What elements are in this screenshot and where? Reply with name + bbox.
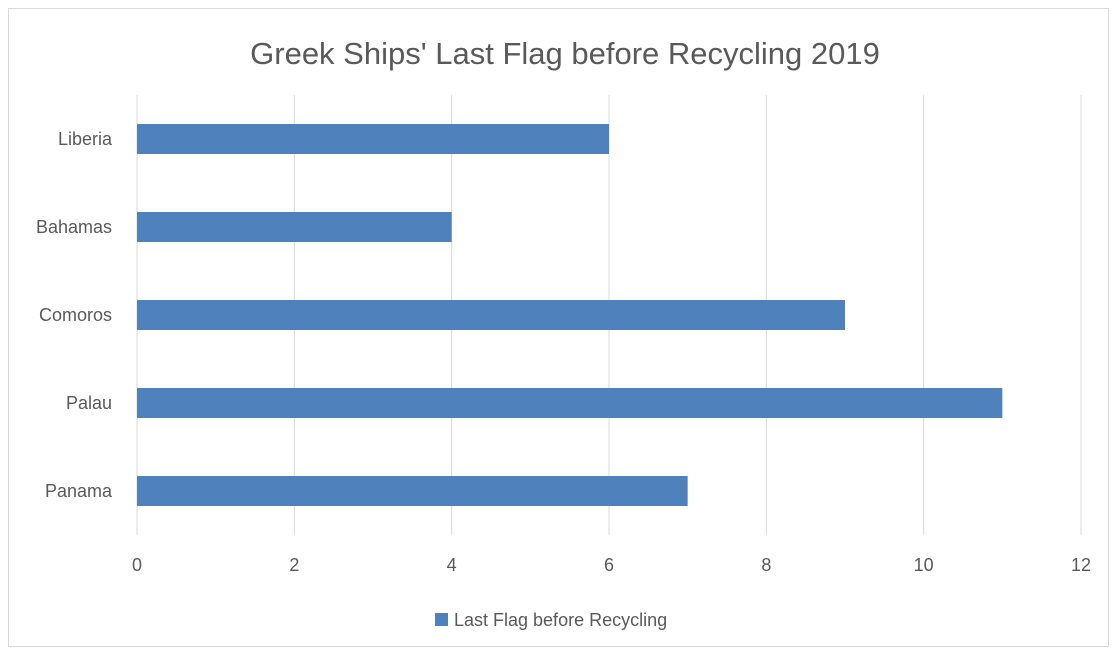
bar-liberia [137, 124, 609, 154]
category-label: Bahamas [36, 217, 112, 237]
category-label: Palau [66, 393, 112, 413]
x-tick-label: 2 [289, 555, 299, 575]
x-tick-label: 6 [604, 555, 614, 575]
category-label: Panama [45, 481, 113, 501]
legend: Last Flag before Recycling [435, 610, 667, 630]
bar-panama [137, 476, 688, 506]
bars [137, 124, 1003, 506]
x-axis-ticks: 0 2 4 6 8 10 12 [132, 555, 1091, 575]
legend-label: Last Flag before Recycling [454, 610, 667, 630]
bar-palau [137, 388, 1003, 418]
x-tick-label: 0 [132, 555, 142, 575]
x-tick-label: 4 [447, 555, 457, 575]
category-label: Liberia [58, 129, 113, 149]
category-labels: Liberia Bahamas Comoros Palau Panama [36, 129, 113, 501]
legend-swatch [435, 613, 448, 626]
x-tick-label: 12 [1071, 555, 1091, 575]
x-tick-label: 8 [761, 555, 771, 575]
bar-bahamas [137, 212, 452, 242]
x-tick-label: 10 [914, 555, 934, 575]
chart-title: Greek Ships' Last Flag before Recycling … [250, 36, 880, 71]
category-label: Comoros [39, 305, 112, 325]
bar-comoros [137, 300, 845, 330]
